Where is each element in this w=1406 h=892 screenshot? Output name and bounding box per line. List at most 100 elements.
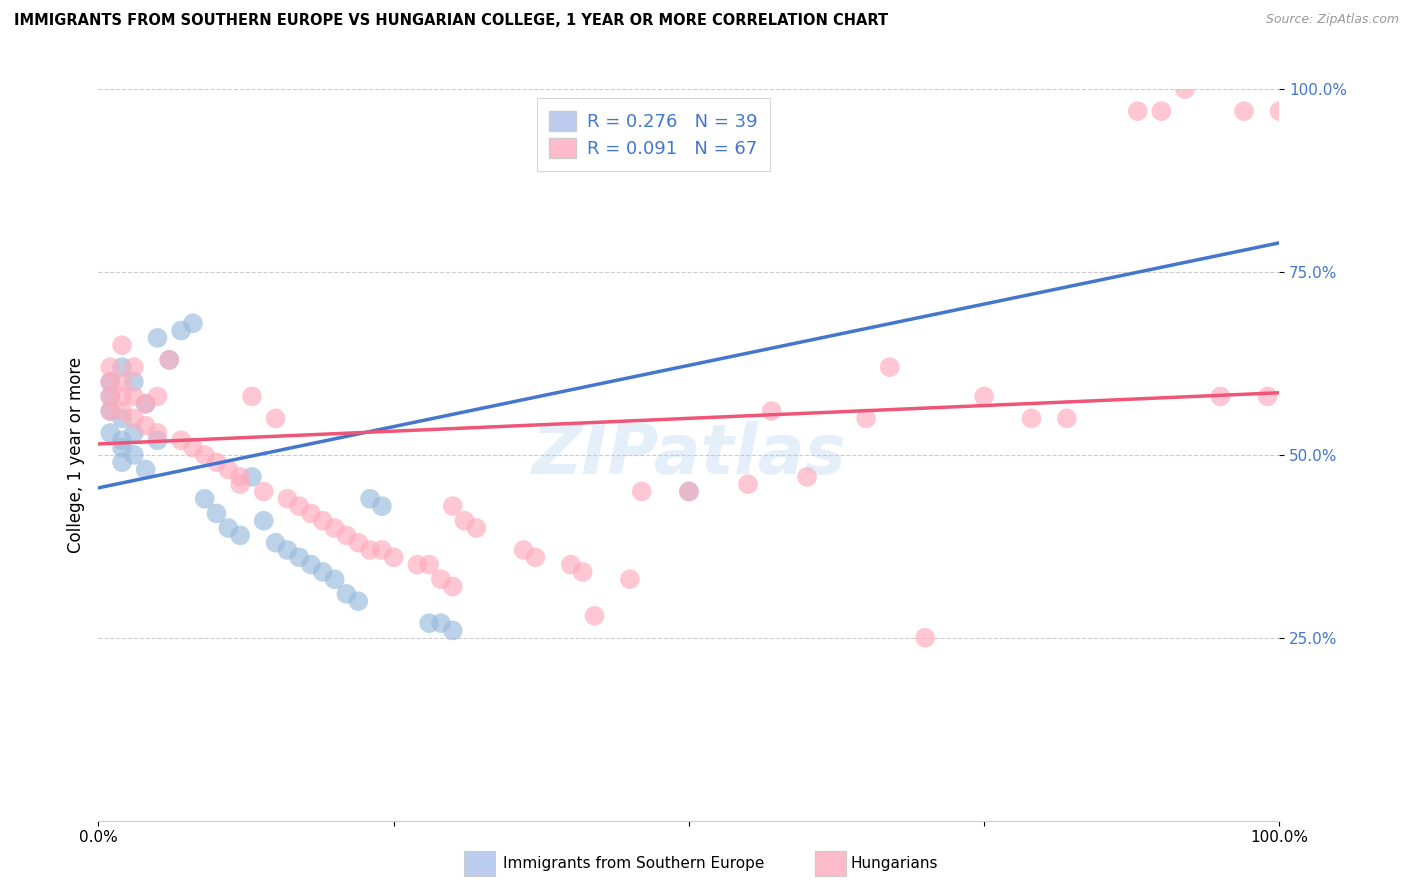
Point [630,484,652,499]
Point [418,558,440,572]
Point [312,565,335,579]
Y-axis label: College, 1 year or more: College, 1 year or more [66,357,84,553]
Point [288,499,311,513]
Point [406,558,429,572]
Point [98,375,121,389]
Point [1021,411,1043,425]
Point [122,375,145,389]
Point [122,448,145,462]
Point [111,404,134,418]
Point [855,411,877,425]
Point [111,375,134,389]
Point [288,550,311,565]
Point [98,389,121,403]
Legend: R = 0.276   N = 39, R = 0.091   N = 67: R = 0.276 N = 39, R = 0.091 N = 67 [537,98,770,170]
Point [276,491,298,506]
Point [229,477,252,491]
Point [1126,104,1149,119]
Point [796,470,818,484]
Point [371,543,394,558]
Point [111,389,134,403]
Point [299,558,322,572]
Point [240,470,263,484]
Point [382,550,405,565]
Point [170,434,193,448]
Point [98,425,121,440]
Point [359,491,381,506]
Point [98,360,121,375]
Point [98,375,121,389]
Point [524,550,547,565]
Point [122,389,145,403]
Point [217,521,239,535]
Point [146,434,169,448]
Point [465,521,488,535]
Text: IMMIGRANTS FROM SOUTHERN EUROPE VS HUNGARIAN COLLEGE, 1 YEAR OR MORE CORRELATION: IMMIGRANTS FROM SOUTHERN EUROPE VS HUNGA… [14,13,889,29]
Text: Source: ZipAtlas.com: Source: ZipAtlas.com [1265,13,1399,27]
Point [441,580,464,594]
Point [122,425,145,440]
Point [135,397,157,411]
Point [146,389,169,403]
Point [371,499,394,513]
Point [135,418,157,433]
Point [111,441,134,455]
Text: ZIPatlas: ZIPatlas [531,421,846,489]
Point [1257,389,1279,403]
Point [619,572,641,586]
Point [111,360,134,375]
Point [879,360,901,375]
Point [973,389,995,403]
Point [111,434,134,448]
Point [135,397,157,411]
Point [1150,104,1173,119]
Point [347,594,370,608]
Point [1268,104,1291,119]
Point [430,616,453,631]
Point [205,455,228,469]
Point [441,624,464,638]
Point [98,404,121,418]
Point [264,535,287,549]
Point [914,631,936,645]
Point [111,455,134,469]
Point [1233,104,1256,119]
Point [1174,82,1197,96]
Point [430,572,453,586]
Point [418,616,440,631]
Point [111,338,134,352]
Point [157,352,180,367]
Point [264,411,287,425]
Point [217,462,239,476]
Point [299,507,322,521]
Point [181,316,204,330]
Point [146,331,169,345]
Point [98,404,121,418]
Point [111,411,134,425]
Text: Hungarians: Hungarians [851,856,938,871]
Point [276,543,298,558]
Point [323,521,346,535]
Point [98,389,121,403]
Point [229,528,252,542]
Point [170,324,193,338]
Point [194,491,217,506]
Point [453,514,475,528]
Point [157,352,180,367]
Point [323,572,346,586]
Point [441,499,464,513]
Point [122,360,145,375]
Point [761,404,783,418]
Point [253,514,276,528]
Point [205,507,228,521]
Point [678,484,700,499]
Point [181,441,204,455]
Point [229,470,252,484]
Point [1056,411,1078,425]
Point [678,484,700,499]
Point [571,565,593,579]
Point [312,514,335,528]
Point [1209,389,1232,403]
Point [194,448,217,462]
Text: Immigrants from Southern Europe: Immigrants from Southern Europe [503,856,765,871]
